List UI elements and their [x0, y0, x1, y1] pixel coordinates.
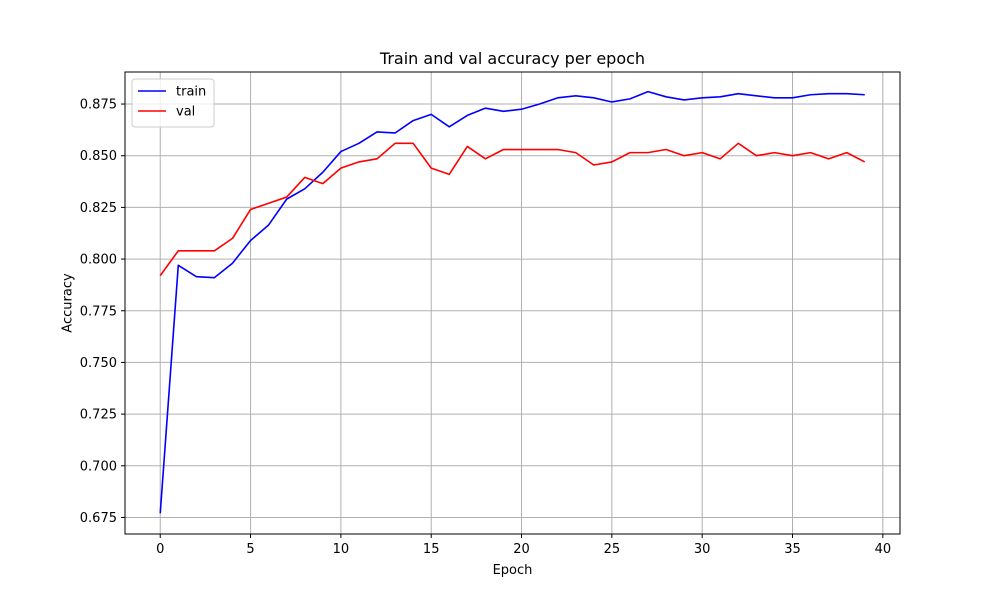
y-tick-label: 0.875	[80, 98, 117, 113]
y-tick-label: 0.850	[80, 149, 117, 164]
x-tick-label: 0	[156, 542, 164, 557]
chart-title: Train and val accuracy per epoch	[379, 49, 645, 68]
x-tick-label: 35	[784, 542, 801, 557]
y-tick-label: 0.675	[80, 511, 117, 526]
grid-lines	[125, 72, 900, 534]
x-tick-label: 5	[246, 542, 254, 557]
y-tick-label: 0.775	[80, 304, 117, 319]
legend-label-val: val	[176, 105, 195, 120]
x-tick-label: 30	[694, 542, 711, 557]
legend: train val	[131, 78, 215, 128]
x-tick-label: 25	[604, 542, 621, 557]
y-tick-label: 0.750	[80, 356, 117, 371]
y-tick-label: 0.700	[80, 459, 117, 474]
x-tick-label: 15	[423, 542, 440, 557]
series-line-train	[159, 90, 865, 514]
plot-area	[125, 72, 900, 534]
y-tick-label: 0.800	[80, 253, 117, 268]
plot-frame	[124, 71, 901, 535]
y-tick-label: 0.825	[80, 201, 117, 216]
series-line-val	[159, 142, 866, 277]
x-tick-label: 10	[333, 542, 350, 557]
y-tick-label: 0.725	[80, 408, 117, 423]
x-tick-label: 20	[513, 542, 530, 557]
x-tick-label: 40	[875, 542, 892, 557]
series-lines	[159, 90, 866, 514]
legend-label-train: train	[176, 85, 206, 100]
axis-ticks: 0 5 10 15 20 25 30 35 40 0.675 0.700 0.725 0.750 0.77…	[80, 98, 891, 557]
x-axis-title: Epoch	[493, 563, 533, 578]
y-axis-title: Accuracy	[61, 273, 76, 333]
